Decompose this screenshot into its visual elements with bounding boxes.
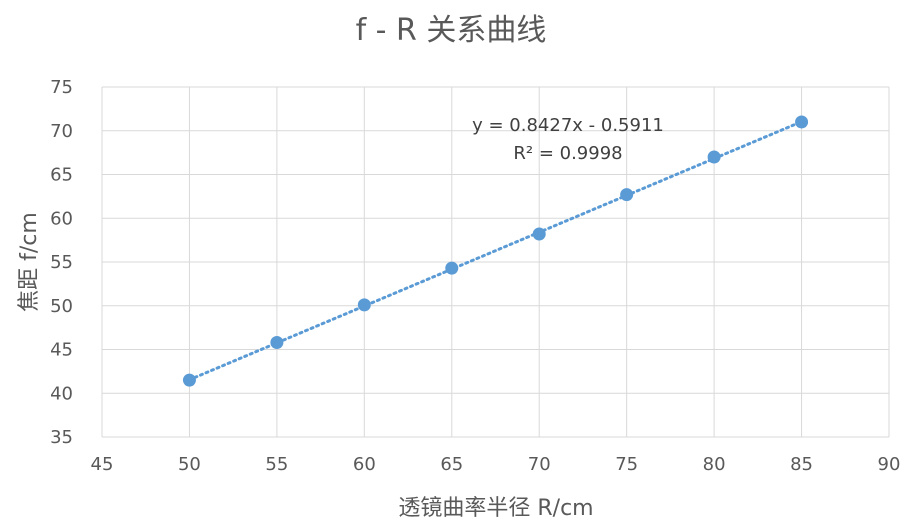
y-tick-label: 45 <box>50 340 73 361</box>
x-tick-label: 60 <box>353 454 376 475</box>
data-point <box>357 298 371 312</box>
y-tick-labels: 35 40 45 50 55 60 65 70 75 <box>50 77 73 448</box>
y-tick-label: 55 <box>50 252 73 273</box>
y-tick-label: 35 <box>50 427 73 448</box>
x-tick-label: 55 <box>265 454 288 475</box>
data-point <box>532 227 546 241</box>
y-tick-label: 50 <box>50 296 73 317</box>
y-tick-label: 75 <box>50 77 73 98</box>
trendline-r2: R² = 0.9998 <box>513 143 622 164</box>
x-tick-label: 85 <box>790 454 813 475</box>
x-tick-label: 75 <box>615 454 638 475</box>
x-axis-title: 透镜曲率半径 R/cm <box>398 496 593 521</box>
data-point <box>182 373 196 387</box>
y-tick-label: 70 <box>50 121 73 142</box>
data-point <box>707 150 721 164</box>
data-point <box>795 115 809 129</box>
data-points <box>182 115 809 387</box>
x-tick-label: 70 <box>528 454 551 475</box>
data-point <box>620 188 634 202</box>
x-tick-label: 45 <box>91 454 114 475</box>
data-point <box>445 261 459 275</box>
trendline-group <box>187 120 804 382</box>
y-tick-label: 40 <box>50 383 73 404</box>
x-tick-label: 50 <box>178 454 201 475</box>
x-tick-label: 80 <box>703 454 726 475</box>
y-tick-label: 65 <box>50 165 73 186</box>
grid-lines <box>101 86 890 438</box>
chart-title: f - R 关系曲线 <box>356 13 547 48</box>
y-tick-label: 60 <box>50 208 73 229</box>
trendline <box>187 120 804 382</box>
x-tick-label: 90 <box>878 454 901 475</box>
y-axis-title: 焦距 f/cm <box>17 212 42 312</box>
x-tick-labels: 45 50 55 60 65 70 75 80 85 90 <box>91 454 901 475</box>
trendline-equation: y = 0.8427x - 0.5911 <box>472 115 664 136</box>
data-point <box>270 336 284 349</box>
x-tick-label: 65 <box>440 454 463 475</box>
